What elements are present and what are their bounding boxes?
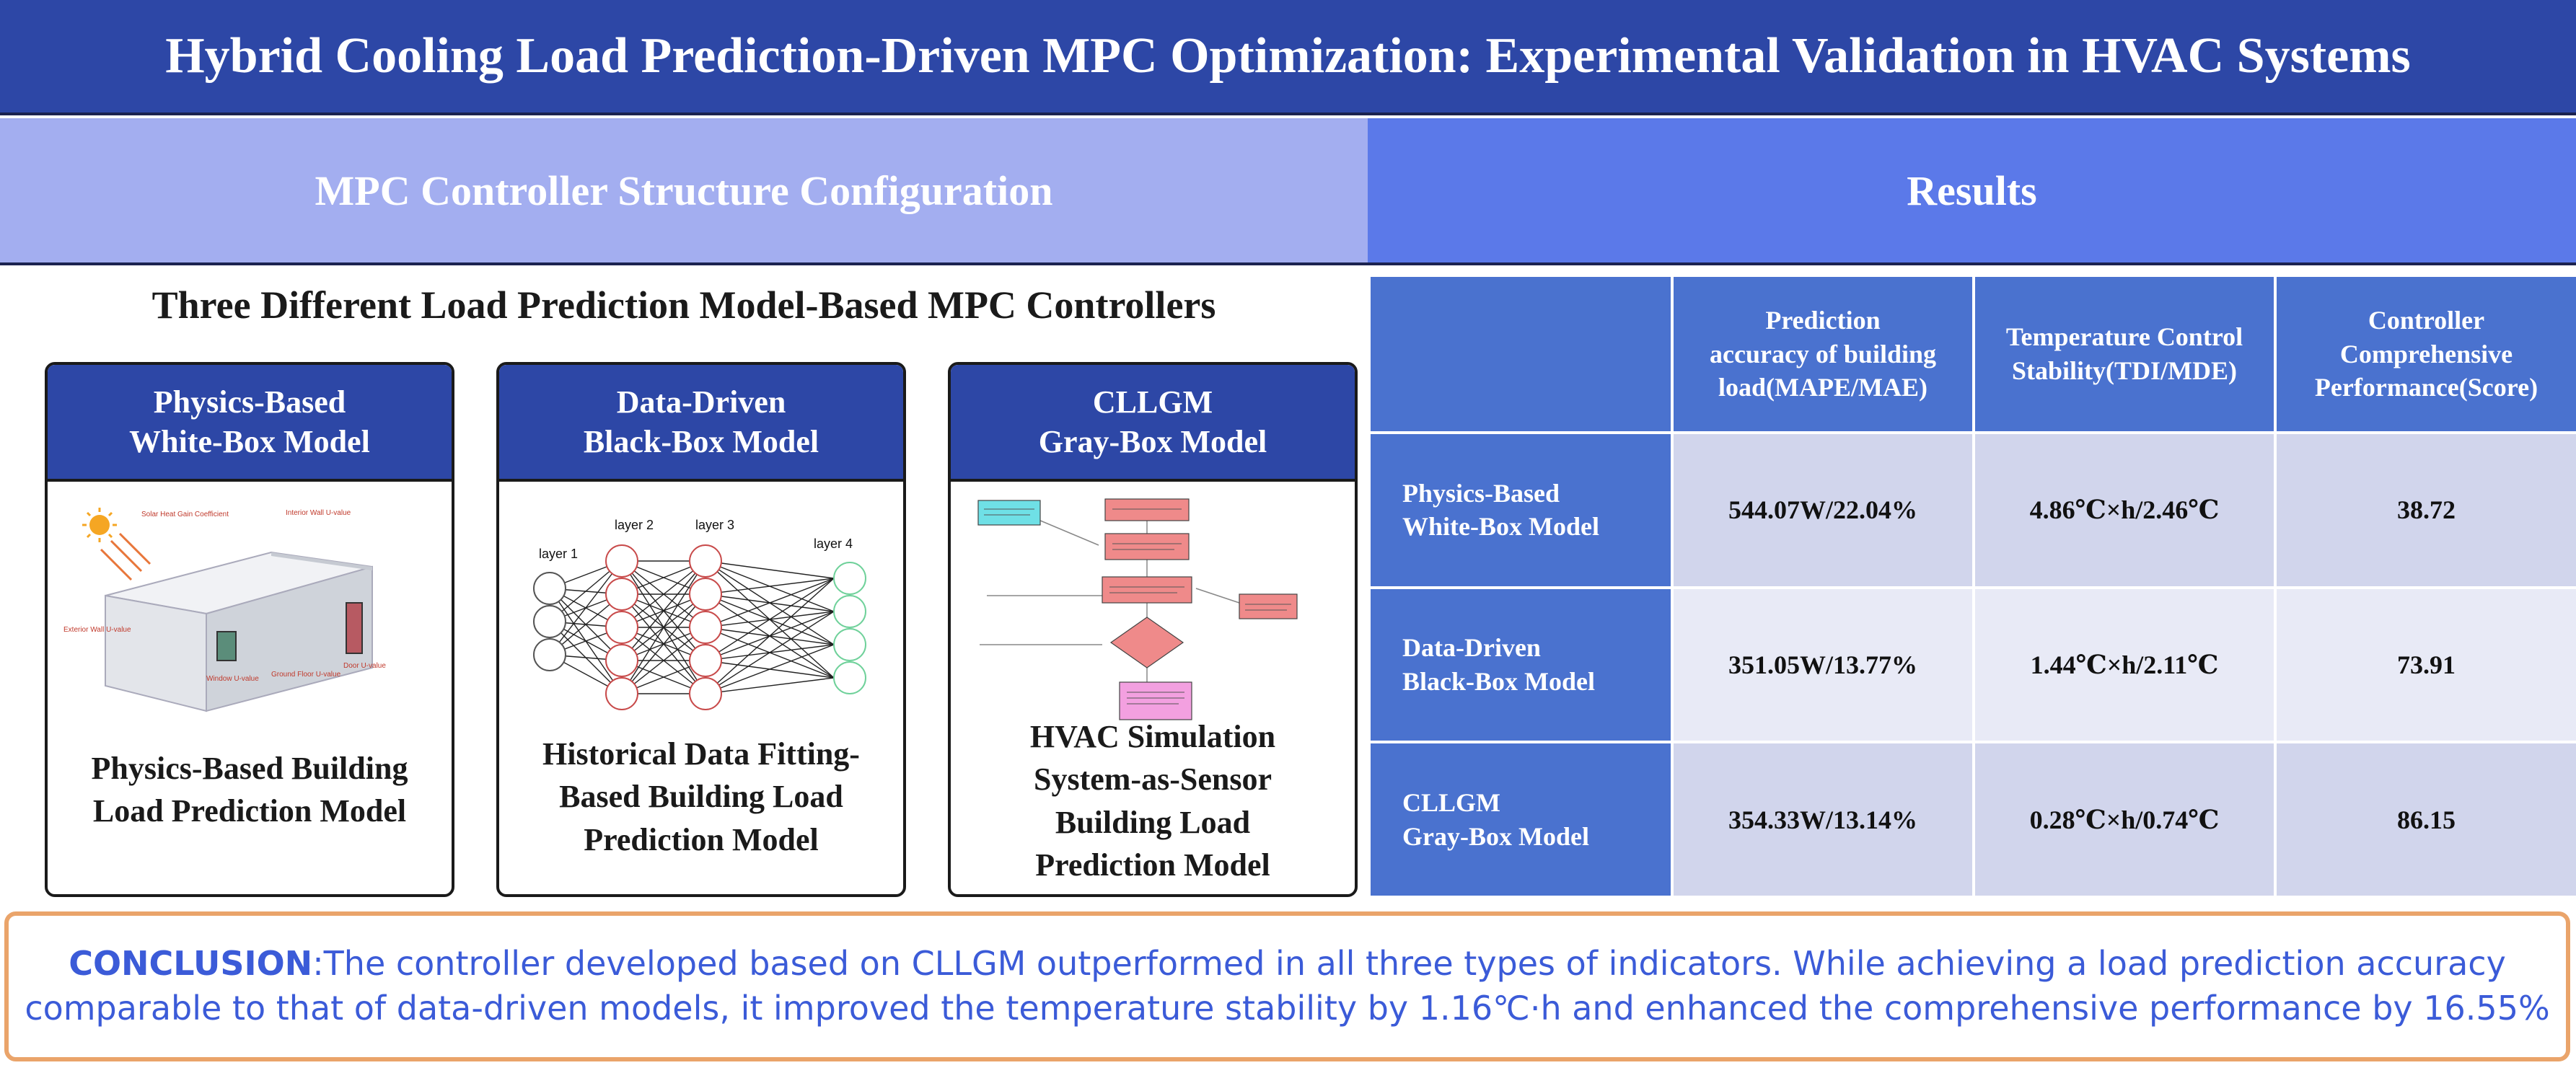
card-description: HVAC Simulation System-as-Sensor Buildin… <box>1029 719 1276 883</box>
svg-text:Window U-value: Window U-value <box>206 675 259 683</box>
neural-network-image: layer 1 layer 2 layer 3 layer 4 <box>533 518 866 710</box>
card-description: Historical Data Fitting- Based Building … <box>542 736 860 857</box>
column-header-prediction-accuracy: Prediction accuracy of building load(MAPE/… <box>1671 274 1975 434</box>
card-gray-box-model: CLLGM Gray-Box Model HVAC S <box>948 362 1358 897</box>
results-table: Prediction accuracy of building load(MAPE/… <box>1368 274 2576 898</box>
column-header-performance-score: Controller Comprehensive Performance(Score… <box>2274 274 2576 434</box>
cell-performance-score: 38.72 <box>2274 431 2576 589</box>
flowchart-decision <box>1109 617 1184 668</box>
cell-prediction-accuracy: 544.07W/22.04% <box>1671 431 1975 589</box>
conclusion-box: CONCLUSION:The controller developed base… <box>4 911 2570 1061</box>
svg-text:layer 3: layer 3 <box>695 518 734 532</box>
flowchart-node <box>1104 533 1190 560</box>
row-label-white-box: Physics-Based White-Box Model <box>1368 431 1674 589</box>
svg-text:Ground Floor U-value: Ground Floor U-value <box>271 671 341 679</box>
svg-text:layer 2: layer 2 <box>615 518 654 532</box>
cell-temperature-stability: 0.28℃×h/0.74℃ <box>1972 741 2277 898</box>
svg-text:Solar Heat Gain Coefficient: Solar Heat Gain Coefficient <box>141 511 229 518</box>
cell-temperature-stability: 1.44℃×h/2.11℃ <box>1972 586 2277 744</box>
card-description: Physics-Based Building Load Prediction M… <box>91 751 408 829</box>
conclusion-line-2: comparable to that of data-driven models… <box>25 989 2550 1028</box>
cell-prediction-accuracy: 354.33W/13.14% <box>1671 741 1975 898</box>
section-header-results: Results <box>1368 118 2576 265</box>
card-black-box-model: Data-Driven Black-Box Model layer 1 laye… <box>496 362 906 897</box>
card-title: Data-Driven Black-Box Model <box>499 365 903 482</box>
conclusion-line-1: CONCLUSION:The controller developed base… <box>69 944 2506 984</box>
svg-text:Exterior Wall U-value: Exterior Wall U-value <box>63 626 131 634</box>
cell-prediction-accuracy: 351.05W/13.77% <box>1671 586 1975 744</box>
row-label-black-box: Data-Driven Black-Box Model <box>1368 586 1674 744</box>
card-title: Physics-Based White-Box Model <box>48 365 452 482</box>
flowchart-node <box>1239 593 1298 619</box>
section-header-mpc-structure: MPC Controller Structure Configuration <box>0 118 1368 265</box>
table-row: Physics-Based White-Box Model 544.07W/22.… <box>1368 431 2576 589</box>
building-diagram-image: Solar Heat Gain Coefficient Interior Wal… <box>63 508 386 712</box>
cell-temperature-stability: 4.86℃×h/2.46℃ <box>1972 431 2277 589</box>
page-title: Hybrid Cooling Load Prediction-Driven MP… <box>0 0 2576 115</box>
table-row: Data-Driven Black-Box Model 351.05W/13.77… <box>1368 586 2576 744</box>
controllers-subtitle: Three Different Load Prediction Model-Ba… <box>151 283 1216 327</box>
flowchart-node <box>1104 498 1190 521</box>
svg-text:layer 4: layer 4 <box>814 536 853 551</box>
flowchart-node <box>1102 576 1192 604</box>
flowchart-node <box>977 500 1041 526</box>
table-header-row: Prediction accuracy of building load(MAPE/… <box>1368 274 2576 434</box>
table-header-corner <box>1368 274 1674 434</box>
svg-text:Interior Wall U-value: Interior Wall U-value <box>286 509 351 517</box>
card-white-box-model: Physics-Based White-Box Model Solar Heat… <box>45 362 454 897</box>
card-title: CLLGM Gray-Box Model <box>951 365 1355 482</box>
conclusion-label: CONCLUSION <box>69 944 313 984</box>
row-label-gray-box: CLLGM Gray-Box Model <box>1368 741 1674 898</box>
sun-icon <box>82 508 117 542</box>
table-row: CLLGM Gray-Box Model 354.33W/13.14% 0.28℃… <box>1368 741 2576 898</box>
column-header-temperature-stability: Temperature Control Stability(TDI/MDE) <box>1972 274 2277 434</box>
cell-performance-score: 73.91 <box>2274 586 2576 744</box>
svg-text:Door U-value: Door U-value <box>343 662 386 670</box>
flowchart-image <box>977 498 1298 720</box>
flowchart-node <box>1119 681 1192 720</box>
cell-performance-score: 86.15 <box>2274 741 2576 898</box>
svg-text:layer 1: layer 1 <box>539 547 578 561</box>
